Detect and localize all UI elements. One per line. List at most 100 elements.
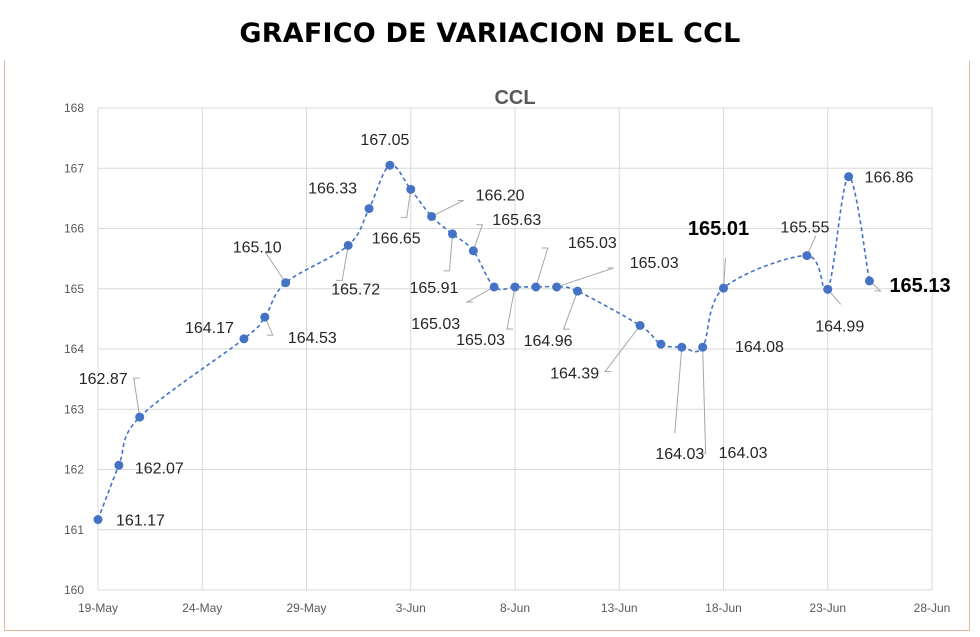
y-tick-label: 161 bbox=[64, 523, 84, 537]
x-tick-label: 8-Jun bbox=[500, 601, 530, 615]
data-point bbox=[719, 283, 728, 293]
x-tick-label: 19-May bbox=[78, 601, 118, 615]
data-label: 165.63 bbox=[492, 212, 541, 229]
leader-line bbox=[465, 286, 495, 303]
leader-line bbox=[133, 377, 141, 418]
data-point bbox=[656, 339, 666, 349]
data-label: 165.55 bbox=[780, 220, 829, 237]
page-title: GRAFICO DE VARIACION DEL CCL bbox=[239, 18, 741, 49]
chart-frame bbox=[4, 60, 970, 631]
data-point bbox=[635, 321, 645, 331]
data-point bbox=[406, 184, 416, 194]
data-label: 166.20 bbox=[476, 187, 525, 204]
x-tick-label: 28-Jun bbox=[914, 601, 951, 615]
leader-line bbox=[472, 224, 484, 251]
data-point bbox=[135, 412, 145, 422]
data-point bbox=[364, 204, 374, 214]
leader-line bbox=[506, 286, 516, 330]
data-label: 165.10 bbox=[233, 240, 282, 257]
chart-grid bbox=[97, 107, 933, 591]
data-point bbox=[802, 251, 812, 261]
data-label: 165.91 bbox=[409, 280, 458, 297]
data-label: 165.03 bbox=[411, 316, 460, 333]
data-point bbox=[698, 342, 708, 352]
data-point bbox=[844, 172, 854, 182]
data-label: 165.13 bbox=[889, 275, 950, 297]
y-tick-label: 168 bbox=[64, 101, 84, 115]
leader-line bbox=[431, 199, 464, 217]
leader-line bbox=[869, 280, 882, 292]
x-axis-ticks: 19-May 24-May 29-May 3-Jun 8-Jun 13-Jun 18-Jun… bbox=[78, 601, 950, 615]
y-tick-label: 162 bbox=[64, 463, 84, 477]
data-point bbox=[552, 282, 562, 292]
data-point bbox=[281, 278, 291, 288]
data-label: 166.65 bbox=[372, 230, 421, 247]
data-label: 164.39 bbox=[550, 366, 599, 383]
data-point bbox=[531, 282, 541, 292]
data-label: 165.03 bbox=[630, 255, 679, 272]
data-point bbox=[468, 246, 478, 256]
x-tick-label: 23-Jun bbox=[809, 601, 846, 615]
data-point bbox=[93, 515, 103, 525]
data-point bbox=[427, 211, 437, 221]
leader-line bbox=[535, 247, 549, 288]
data-label: 164.03 bbox=[719, 445, 768, 462]
data-label: 165.01 bbox=[688, 218, 749, 240]
data-point bbox=[260, 312, 270, 322]
leader-line bbox=[336, 245, 349, 281]
data-point bbox=[447, 229, 457, 239]
data-point bbox=[114, 460, 124, 470]
x-tick-label: 24-May bbox=[182, 601, 222, 615]
leader-lines bbox=[133, 189, 882, 454]
x-tick-label: 29-May bbox=[286, 601, 326, 615]
leader-line bbox=[556, 267, 614, 288]
data-label: 166.86 bbox=[865, 170, 914, 187]
data-point bbox=[823, 284, 833, 294]
chart-title: CCL bbox=[494, 87, 535, 109]
data-label: 165.03 bbox=[456, 332, 505, 349]
data-label: 161.17 bbox=[116, 513, 165, 530]
data-point bbox=[677, 342, 687, 352]
y-tick-label: 167 bbox=[64, 161, 84, 175]
leader-line bbox=[264, 252, 287, 284]
data-point bbox=[489, 282, 499, 292]
leader-line bbox=[443, 233, 453, 272]
data-label: 166.33 bbox=[308, 181, 357, 198]
leader-line bbox=[604, 325, 641, 373]
data-label: 164.53 bbox=[288, 330, 337, 347]
leader-line bbox=[400, 189, 412, 218]
y-tick-label: 164 bbox=[64, 342, 84, 356]
leader-line bbox=[674, 347, 683, 434]
leader-line bbox=[699, 347, 707, 454]
x-tick-label: 18-Jun bbox=[705, 601, 742, 615]
x-tick-label: 3-Jun bbox=[396, 601, 426, 615]
data-point bbox=[343, 240, 353, 250]
data-point bbox=[573, 286, 583, 296]
y-axis-ticks: 160 161 162 163 164 165 166 167 168 bbox=[64, 101, 84, 597]
data-label: 164.08 bbox=[735, 339, 784, 356]
data-points bbox=[93, 160, 874, 525]
data-labels: 161.17 162.07 162.87 164.17 164.53 165.10 165.… bbox=[79, 132, 951, 529]
y-tick-label: 160 bbox=[64, 583, 84, 597]
leader-line bbox=[562, 290, 579, 330]
leader-line bbox=[723, 258, 726, 289]
data-label: 165.72 bbox=[331, 281, 380, 298]
data-label: 165.03 bbox=[568, 235, 617, 252]
data-point bbox=[239, 334, 249, 344]
data-point bbox=[510, 282, 520, 292]
data-label: 164.17 bbox=[185, 320, 234, 337]
leader-line bbox=[264, 316, 274, 336]
data-point bbox=[864, 276, 874, 286]
data-label: 162.07 bbox=[135, 460, 184, 477]
data-point bbox=[385, 160, 395, 170]
data-label: 164.96 bbox=[524, 333, 573, 350]
data-label: 164.03 bbox=[655, 446, 704, 463]
data-label: 164.99 bbox=[815, 318, 864, 335]
y-tick-label: 166 bbox=[64, 222, 84, 236]
y-tick-label: 163 bbox=[64, 402, 84, 416]
data-label: 167.05 bbox=[360, 132, 409, 149]
x-tick-label: 13-Jun bbox=[601, 601, 638, 615]
y-tick-label: 165 bbox=[64, 282, 84, 296]
data-label: 162.87 bbox=[79, 371, 128, 388]
